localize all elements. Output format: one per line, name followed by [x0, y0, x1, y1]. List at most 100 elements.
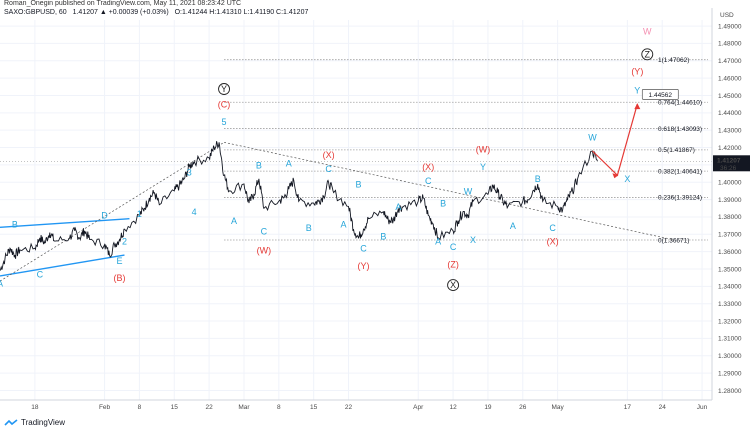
- last-price-tag: [713, 155, 750, 172]
- circled-wave-label: X: [450, 280, 456, 290]
- target-label: 1.44562: [649, 92, 673, 99]
- price-tick-label: 1.42000: [718, 145, 742, 152]
- wave-label: A: [231, 216, 237, 226]
- price-axis-bg: [712, 8, 750, 400]
- wave-label: A: [0, 278, 3, 288]
- time-tick-label: 22: [345, 404, 353, 411]
- wave-label: C: [425, 176, 432, 186]
- wave-label: Y: [634, 86, 640, 96]
- wave-circle: [447, 279, 460, 292]
- time-tick-label: May: [552, 404, 565, 411]
- fib-label: 0.236(1.39124): [658, 195, 702, 202]
- wave-label: (B): [113, 273, 125, 283]
- fib-label: 0(1.36671): [658, 237, 689, 244]
- currency-label: USD: [720, 12, 734, 19]
- wave-label: (Z): [447, 259, 459, 269]
- price-tick-label: 1.45000: [718, 93, 742, 100]
- wave-label: A: [341, 219, 347, 229]
- publisher-line: Roman_Onegin published on TradingView.co…: [4, 0, 242, 7]
- wave-label: (C): [218, 100, 231, 110]
- wave-circle: [218, 83, 231, 95]
- wave-label: B: [12, 219, 18, 229]
- time-tick-label: 15: [310, 404, 318, 411]
- ohlc-values: O:1.41244 H:1.41310 L:1.41190 C:1.41207: [174, 9, 309, 16]
- wave-label: A: [286, 159, 292, 169]
- time-tick-label: 17: [624, 404, 632, 411]
- time-tick-label: 22: [206, 404, 214, 411]
- wave-label: E: [116, 256, 122, 266]
- wave-label: 4: [192, 207, 197, 217]
- circled-wave-label: Y: [221, 84, 227, 94]
- wave-label: B: [256, 160, 262, 170]
- wave-label: C: [37, 270, 44, 280]
- price-tick-label: 1.49000: [718, 23, 742, 30]
- price-tick-label: 1.47000: [718, 58, 742, 65]
- tradingview-logo: TradingView: [4, 418, 65, 427]
- wave-label: A: [395, 202, 401, 212]
- wave-label: B: [440, 199, 446, 209]
- fib-label: 0.5(1.41867): [658, 147, 695, 154]
- time-tick-label: 26: [519, 404, 527, 411]
- trend-line: [0, 142, 225, 282]
- wave-label: 3: [187, 167, 192, 177]
- time-tick-label: 12: [449, 404, 457, 411]
- countdown-value: 36:26: [720, 165, 737, 172]
- wave-label: B: [535, 174, 541, 184]
- wave-label: W: [464, 186, 473, 196]
- price-tick-label: 1.30000: [718, 353, 742, 360]
- price-change: 1.41207 ▲ +0.00039 (+0.03%): [72, 9, 169, 16]
- trend-line: [0, 254, 125, 277]
- time-tick-label: Apr: [413, 404, 424, 411]
- symbol-label: SAXO:GBPUSD, 60: [4, 9, 67, 16]
- wave-label: X: [624, 174, 630, 184]
- time-tick-label: 15: [171, 404, 179, 411]
- price-tick-label: 1.37000: [718, 232, 742, 239]
- tradingview-logo-icon: [4, 418, 18, 427]
- wave-label: (Y): [631, 67, 643, 77]
- fib-label: 0.382(1.40641): [658, 168, 702, 175]
- wave-label: (X): [422, 162, 434, 172]
- circled-wave-label: Z: [645, 49, 651, 59]
- wave-label: (W): [476, 145, 491, 155]
- time-tick-label: 19: [484, 404, 492, 411]
- price-tick-label: 1.36000: [718, 249, 742, 256]
- wave-label: 1: [137, 209, 142, 219]
- price-tick-label: 1.31000: [718, 336, 742, 343]
- wave-label: (X): [323, 150, 335, 160]
- price-tick-label: 1.32000: [718, 318, 742, 325]
- wave-label: (W): [257, 245, 272, 255]
- wave-label: D: [101, 211, 108, 221]
- time-tick-label: 8: [277, 404, 281, 411]
- trend-line: [223, 141, 673, 240]
- wave-label: 2: [122, 237, 127, 247]
- wave-label: (Y): [357, 261, 369, 271]
- wave-label: B: [380, 231, 386, 241]
- price-tick-label: 1.46000: [718, 75, 742, 82]
- price-tick-label: 1.39000: [718, 197, 742, 204]
- price-tick-label: 1.34000: [718, 284, 742, 291]
- trend-line: [0, 217, 130, 229]
- price-tick-label: 1.38000: [718, 214, 742, 221]
- price-tick-label: 1.33000: [718, 301, 742, 308]
- wave-label: A: [435, 237, 441, 247]
- target-box: [641, 89, 679, 100]
- price-tick-label: 1.29000: [718, 370, 742, 377]
- wave-label: C: [549, 223, 556, 233]
- fib-label: 0.764(1.44610): [658, 100, 702, 107]
- wave-label: C: [450, 242, 457, 252]
- symbol-line: SAXO:GBPUSD, 60 1.41207 ▲ +0.00039 (+0.0…: [4, 9, 308, 16]
- price-tick-label: 1.40000: [718, 180, 742, 187]
- fib-label: 1(1.47062): [658, 57, 689, 64]
- wave-label: A: [510, 221, 516, 231]
- price-tick-label: 1.43000: [718, 127, 742, 134]
- wave-label: 5: [222, 117, 227, 127]
- last-price-value: 1.41207: [717, 157, 741, 164]
- wave-label: B: [355, 179, 361, 189]
- time-tick-label: 18: [31, 404, 39, 411]
- wave-label: Y: [480, 162, 486, 172]
- wave-label: C: [360, 244, 367, 254]
- time-tick-label: Jun: [697, 404, 708, 411]
- wave-label: W: [588, 133, 597, 143]
- price-tick-label: 1.44000: [718, 110, 742, 117]
